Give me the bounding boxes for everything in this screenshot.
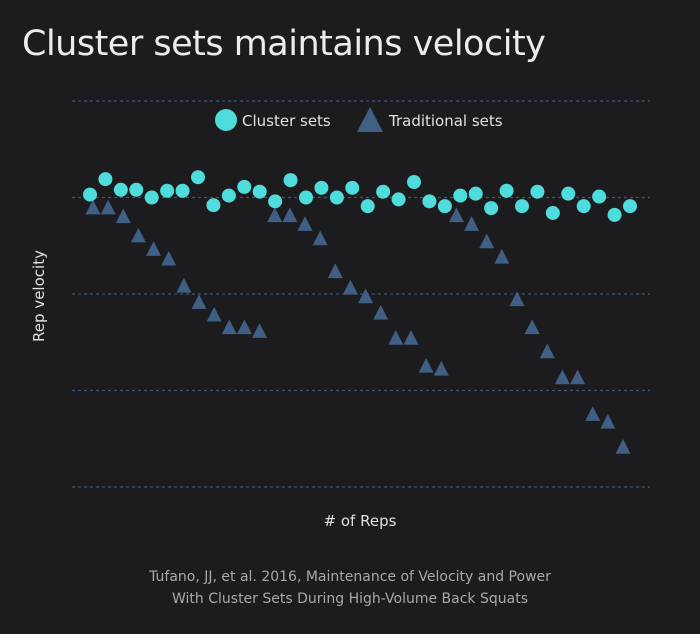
legend-label-traditional: Traditional sets <box>388 112 503 130</box>
traditional-point-18 <box>342 279 358 295</box>
traditional-point-3 <box>115 208 131 224</box>
traditional-point-8 <box>191 294 207 309</box>
series-cluster-sets <box>83 170 637 222</box>
cluster-point-8 <box>191 170 205 185</box>
cluster-point-33 <box>576 199 591 214</box>
y-axis-label: Rep velocity <box>30 250 48 342</box>
cluster-point-7 <box>175 183 190 198</box>
traditional-point-30 <box>524 319 540 335</box>
cluster-point-1 <box>83 187 97 202</box>
cluster-point-14 <box>283 173 298 188</box>
cluster-point-28 <box>499 183 514 198</box>
cluster-point-10 <box>221 188 236 203</box>
cluster-point-5 <box>144 190 159 205</box>
traditional-point-31 <box>539 343 555 359</box>
cluster-point-20 <box>376 184 391 199</box>
cluster-point-30 <box>530 184 545 199</box>
traditional-point-13 <box>267 207 283 223</box>
cluster-point-13 <box>268 194 283 209</box>
traditional-point-24 <box>433 360 449 376</box>
gridlines <box>72 100 650 488</box>
cluster-point-11 <box>237 179 252 194</box>
cluster-point-23 <box>422 194 437 209</box>
cluster-point-21 <box>391 192 406 207</box>
traditional-point-29 <box>509 291 525 307</box>
series-traditional-sets <box>85 199 631 454</box>
source-citation: Tufano, JJ, et al. 2016, Maintenance of … <box>0 566 700 610</box>
traditional-point-33 <box>570 369 586 385</box>
traditional-point-14 <box>282 207 298 223</box>
cluster-point-25 <box>453 188 468 203</box>
cluster-point-9 <box>206 198 221 213</box>
traditional-point-19 <box>358 288 374 304</box>
legend-label-cluster: Cluster sets <box>242 112 331 130</box>
cluster-point-27 <box>484 201 499 216</box>
cluster-point-2 <box>98 172 113 187</box>
traditional-point-4 <box>130 227 146 243</box>
cluster-point-17 <box>329 190 344 205</box>
cluster-point-31 <box>545 205 560 220</box>
cluster-point-32 <box>561 186 576 201</box>
traditional-point-32 <box>554 369 570 385</box>
traditional-point-16 <box>312 230 328 246</box>
legend: Cluster sets Traditional sets <box>215 107 503 132</box>
cluster-point-4 <box>129 182 144 197</box>
cluster-point-29 <box>515 199 529 214</box>
cluster-point-15 <box>299 190 313 205</box>
cluster-point-19 <box>360 199 375 214</box>
traditional-point-6 <box>161 250 177 266</box>
traditional-point-28 <box>494 248 510 264</box>
chart-title: Cluster sets maintains velocity <box>22 24 546 64</box>
cluster-point-24 <box>437 199 452 214</box>
traditional-point-23 <box>418 357 434 373</box>
traditional-point-36 <box>615 439 631 454</box>
traditional-point-9 <box>206 306 222 322</box>
traditional-point-21 <box>388 329 404 345</box>
traditional-point-34 <box>585 406 601 421</box>
source-line-2: With Cluster Sets During High-Volume Bac… <box>172 591 528 607</box>
cluster-point-3 <box>113 182 128 197</box>
traditional-point-15 <box>297 216 313 231</box>
legend-circle-icon <box>215 109 237 131</box>
traditional-point-26 <box>464 216 480 231</box>
source-line-1: Tufano, JJ, et al. 2016, Maintenance of … <box>149 569 551 585</box>
cluster-point-16 <box>314 180 329 195</box>
cluster-point-12 <box>252 184 267 199</box>
traditional-point-10 <box>221 319 237 335</box>
cluster-point-18 <box>345 180 360 195</box>
cluster-point-36 <box>623 199 637 214</box>
traditional-point-22 <box>403 329 419 345</box>
traditional-point-5 <box>146 241 162 256</box>
cluster-point-34 <box>592 189 607 204</box>
cluster-point-6 <box>160 183 175 198</box>
traditional-point-12 <box>252 323 268 338</box>
traditional-point-1 <box>85 199 101 215</box>
traditional-point-27 <box>479 233 495 249</box>
cluster-point-22 <box>407 175 421 190</box>
traditional-point-35 <box>600 413 616 429</box>
legend-triangle-icon <box>357 107 383 132</box>
cluster-point-35 <box>607 207 622 222</box>
traditional-point-7 <box>176 277 192 293</box>
traditional-point-2 <box>100 199 116 215</box>
x-axis-label: # of Reps <box>324 512 397 530</box>
traditional-point-20 <box>373 304 389 320</box>
cluster-point-26 <box>468 186 483 201</box>
traditional-point-25 <box>448 207 464 223</box>
traditional-point-11 <box>236 319 252 335</box>
traditional-point-17 <box>327 263 343 279</box>
